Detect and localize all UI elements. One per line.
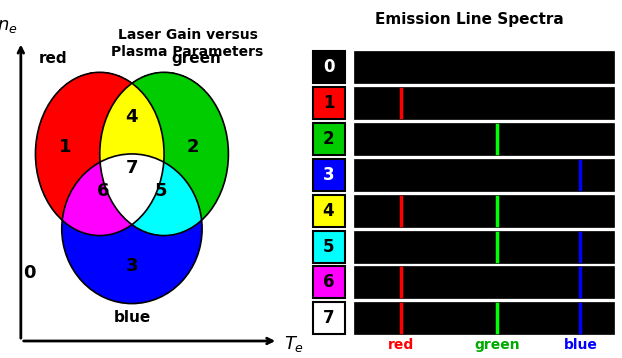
Text: green: green — [171, 51, 221, 66]
Bar — [354, 52, 615, 83]
Text: Emission Line Spectra: Emission Line Spectra — [375, 13, 564, 27]
Bar — [312, 231, 345, 262]
Bar — [312, 159, 345, 191]
Text: 1: 1 — [323, 94, 334, 112]
Text: $n_e$: $n_e$ — [0, 17, 18, 35]
Bar — [312, 123, 345, 155]
Text: 5: 5 — [155, 182, 167, 200]
Bar — [312, 266, 345, 299]
Text: 5: 5 — [323, 238, 334, 256]
Text: 1: 1 — [58, 138, 71, 156]
Text: 6: 6 — [96, 182, 109, 200]
Bar — [312, 87, 345, 119]
Text: 4: 4 — [126, 107, 138, 126]
Text: Laser Gain versus
Plasma Parameters: Laser Gain versus Plasma Parameters — [111, 28, 264, 59]
Bar — [312, 52, 345, 83]
Bar — [354, 87, 615, 119]
Text: 2: 2 — [323, 130, 335, 148]
Text: blue: blue — [113, 310, 151, 325]
Text: red: red — [39, 51, 67, 66]
Text: $T_e$: $T_e$ — [284, 334, 304, 354]
Text: 7: 7 — [126, 159, 138, 176]
Text: 3: 3 — [323, 166, 335, 184]
Bar — [354, 123, 615, 155]
Text: 0: 0 — [24, 264, 36, 282]
Text: 0: 0 — [323, 58, 334, 76]
Text: 6: 6 — [323, 274, 334, 291]
Text: 2: 2 — [187, 138, 200, 156]
Text: 4: 4 — [323, 202, 335, 220]
Bar — [312, 195, 345, 227]
Text: 3: 3 — [126, 257, 138, 275]
Bar — [354, 159, 615, 191]
Bar — [354, 266, 615, 299]
Text: 7: 7 — [323, 309, 335, 327]
Text: green: green — [474, 338, 520, 352]
Text: blue: blue — [564, 338, 597, 352]
Bar — [354, 231, 615, 262]
Bar — [354, 302, 615, 334]
Bar — [312, 302, 345, 334]
Text: red: red — [388, 338, 414, 352]
Bar — [354, 195, 615, 227]
